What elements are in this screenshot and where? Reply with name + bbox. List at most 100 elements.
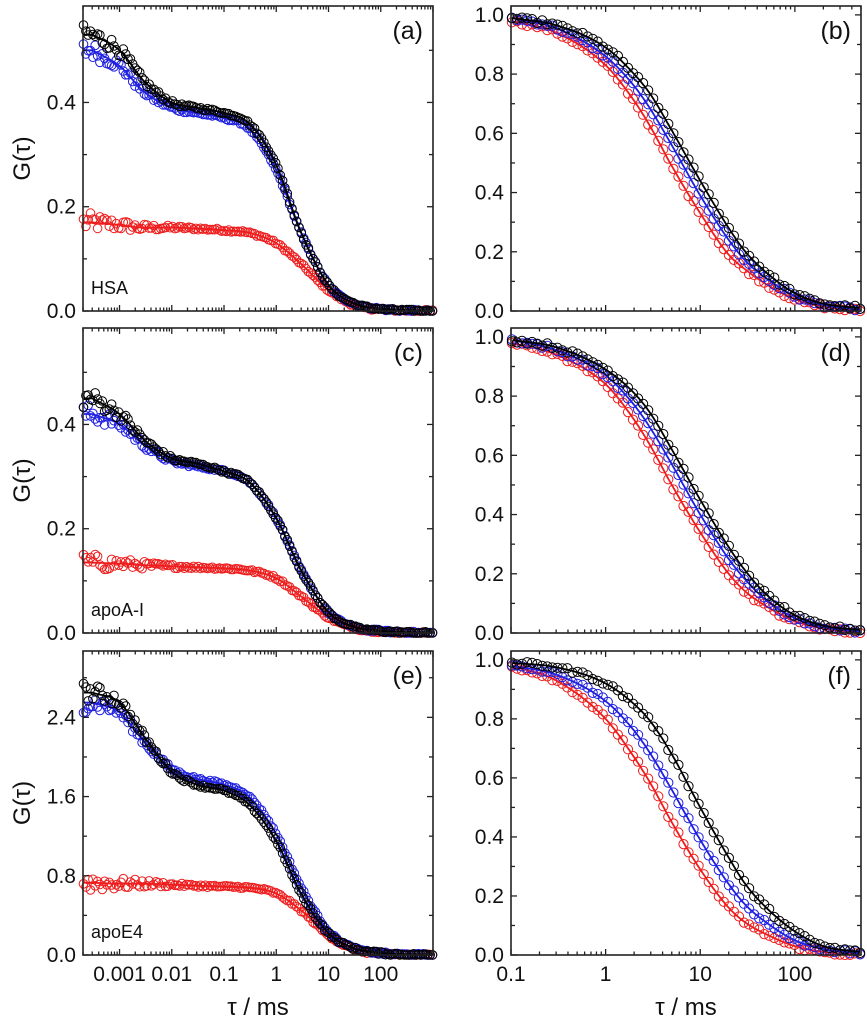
series-blue bbox=[506, 660, 866, 960]
data-point-blue bbox=[744, 903, 755, 914]
data-point-red bbox=[693, 860, 704, 871]
data-point-red bbox=[663, 474, 674, 485]
data-point-black bbox=[249, 123, 260, 134]
data-point-black bbox=[522, 338, 533, 349]
y-tick-label: 0.4 bbox=[47, 91, 77, 114]
data-point-red bbox=[280, 580, 290, 590]
plot-frame bbox=[82, 650, 434, 956]
data-point-black bbox=[703, 817, 714, 829]
data-point-black bbox=[643, 405, 654, 416]
data-point-black bbox=[324, 607, 335, 618]
data-point-black bbox=[99, 406, 110, 417]
data-point-black bbox=[703, 508, 714, 519]
data-point-red bbox=[607, 388, 618, 399]
data-point-blue bbox=[627, 725, 639, 737]
y-axis-title: G(τ) bbox=[9, 136, 36, 180]
data-point-black bbox=[733, 238, 745, 249]
data-point-black bbox=[663, 118, 674, 130]
data-point-blue bbox=[113, 705, 124, 716]
data-point-black bbox=[291, 216, 302, 227]
data-point-blue bbox=[663, 777, 674, 788]
data-point-black bbox=[268, 153, 279, 164]
data-point-red bbox=[668, 818, 679, 829]
series-red bbox=[78, 549, 438, 638]
data-point-black bbox=[160, 758, 171, 769]
data-point-black bbox=[139, 435, 150, 445]
y-tick-label: 0.8 bbox=[475, 708, 504, 731]
data-point-black bbox=[708, 197, 719, 208]
data-point-black bbox=[683, 472, 694, 483]
data-point-black bbox=[582, 354, 593, 365]
data-point-blue bbox=[728, 241, 740, 252]
y-tick-label: 1.6 bbox=[47, 786, 76, 809]
data-point-blue bbox=[648, 109, 659, 120]
data-point-blue bbox=[653, 760, 664, 771]
data-point-black bbox=[638, 398, 649, 409]
data-point-black bbox=[597, 41, 608, 52]
panel-a: 0.0 0.2 0.4 (a) HSA G(τ) bbox=[9, 5, 438, 323]
data-point-black bbox=[527, 14, 538, 25]
fit-line-black bbox=[512, 662, 860, 953]
data-point-black bbox=[653, 420, 664, 431]
data-point-red bbox=[83, 215, 93, 225]
data-point-red bbox=[638, 429, 649, 440]
data-point-red bbox=[572, 689, 583, 700]
data-point-red bbox=[308, 917, 318, 928]
data-point-black bbox=[653, 726, 664, 737]
data-point-black bbox=[723, 852, 735, 864]
data-point-black bbox=[779, 918, 790, 930]
data-point-black bbox=[774, 279, 785, 290]
x-tick-label: 0.1 bbox=[496, 963, 525, 986]
data-point-red bbox=[116, 557, 126, 567]
data-point-blue bbox=[683, 168, 694, 179]
data-point-black bbox=[612, 50, 624, 62]
data-point-red bbox=[738, 917, 750, 928]
fit-line-red bbox=[84, 221, 432, 312]
data-point-red bbox=[703, 541, 714, 553]
data-point-blue bbox=[849, 305, 861, 316]
data-point-black bbox=[749, 256, 760, 267]
data-point-black bbox=[622, 382, 634, 393]
data-point-red bbox=[116, 223, 126, 234]
data-point-black bbox=[259, 493, 269, 504]
data-point-blue bbox=[653, 115, 664, 126]
data-point-black bbox=[294, 885, 304, 895]
data-point-black bbox=[259, 137, 269, 148]
fit-line-black bbox=[512, 339, 860, 631]
data-point-black bbox=[784, 607, 795, 618]
data-point-red bbox=[744, 269, 755, 280]
data-point-black bbox=[607, 47, 618, 58]
y-axis-title: G(τ) bbox=[9, 781, 36, 825]
data-point-red bbox=[708, 883, 719, 895]
data-point-blue bbox=[678, 807, 689, 818]
data-point-red bbox=[633, 756, 644, 767]
data-point-black bbox=[678, 463, 689, 474]
y-tick-label: 0.2 bbox=[475, 241, 504, 264]
panel-e: 0.0 0.8 1.6 2.4 0.001 0.01 0.1 1 10 100 (e) apoE4 G(… bbox=[9, 650, 438, 1021]
data-point-black bbox=[658, 108, 669, 119]
data-point-black bbox=[708, 519, 719, 530]
data-point-blue bbox=[587, 687, 598, 699]
sample-label: apoA-I bbox=[91, 600, 144, 620]
data-point-black bbox=[287, 546, 297, 557]
data-point-black bbox=[167, 453, 178, 464]
data-point-red bbox=[688, 196, 699, 207]
data-point-red bbox=[627, 751, 639, 762]
data-point-black bbox=[688, 483, 699, 495]
data-point-blue bbox=[284, 856, 295, 867]
data-point-red bbox=[728, 254, 740, 265]
data-point-red bbox=[703, 876, 714, 888]
data-point-black bbox=[728, 230, 740, 241]
data-point-black bbox=[784, 283, 795, 294]
data-point-black bbox=[849, 625, 861, 636]
data-point-red bbox=[104, 221, 115, 231]
data-point-red bbox=[759, 929, 770, 940]
data-point-red bbox=[622, 407, 634, 418]
data-point-black bbox=[516, 12, 528, 23]
data-point-blue bbox=[153, 97, 164, 108]
data-point-red bbox=[673, 827, 684, 838]
y-tick-label: 2.4 bbox=[47, 706, 77, 729]
data-point-black bbox=[683, 781, 694, 792]
data-point-red bbox=[698, 532, 709, 543]
